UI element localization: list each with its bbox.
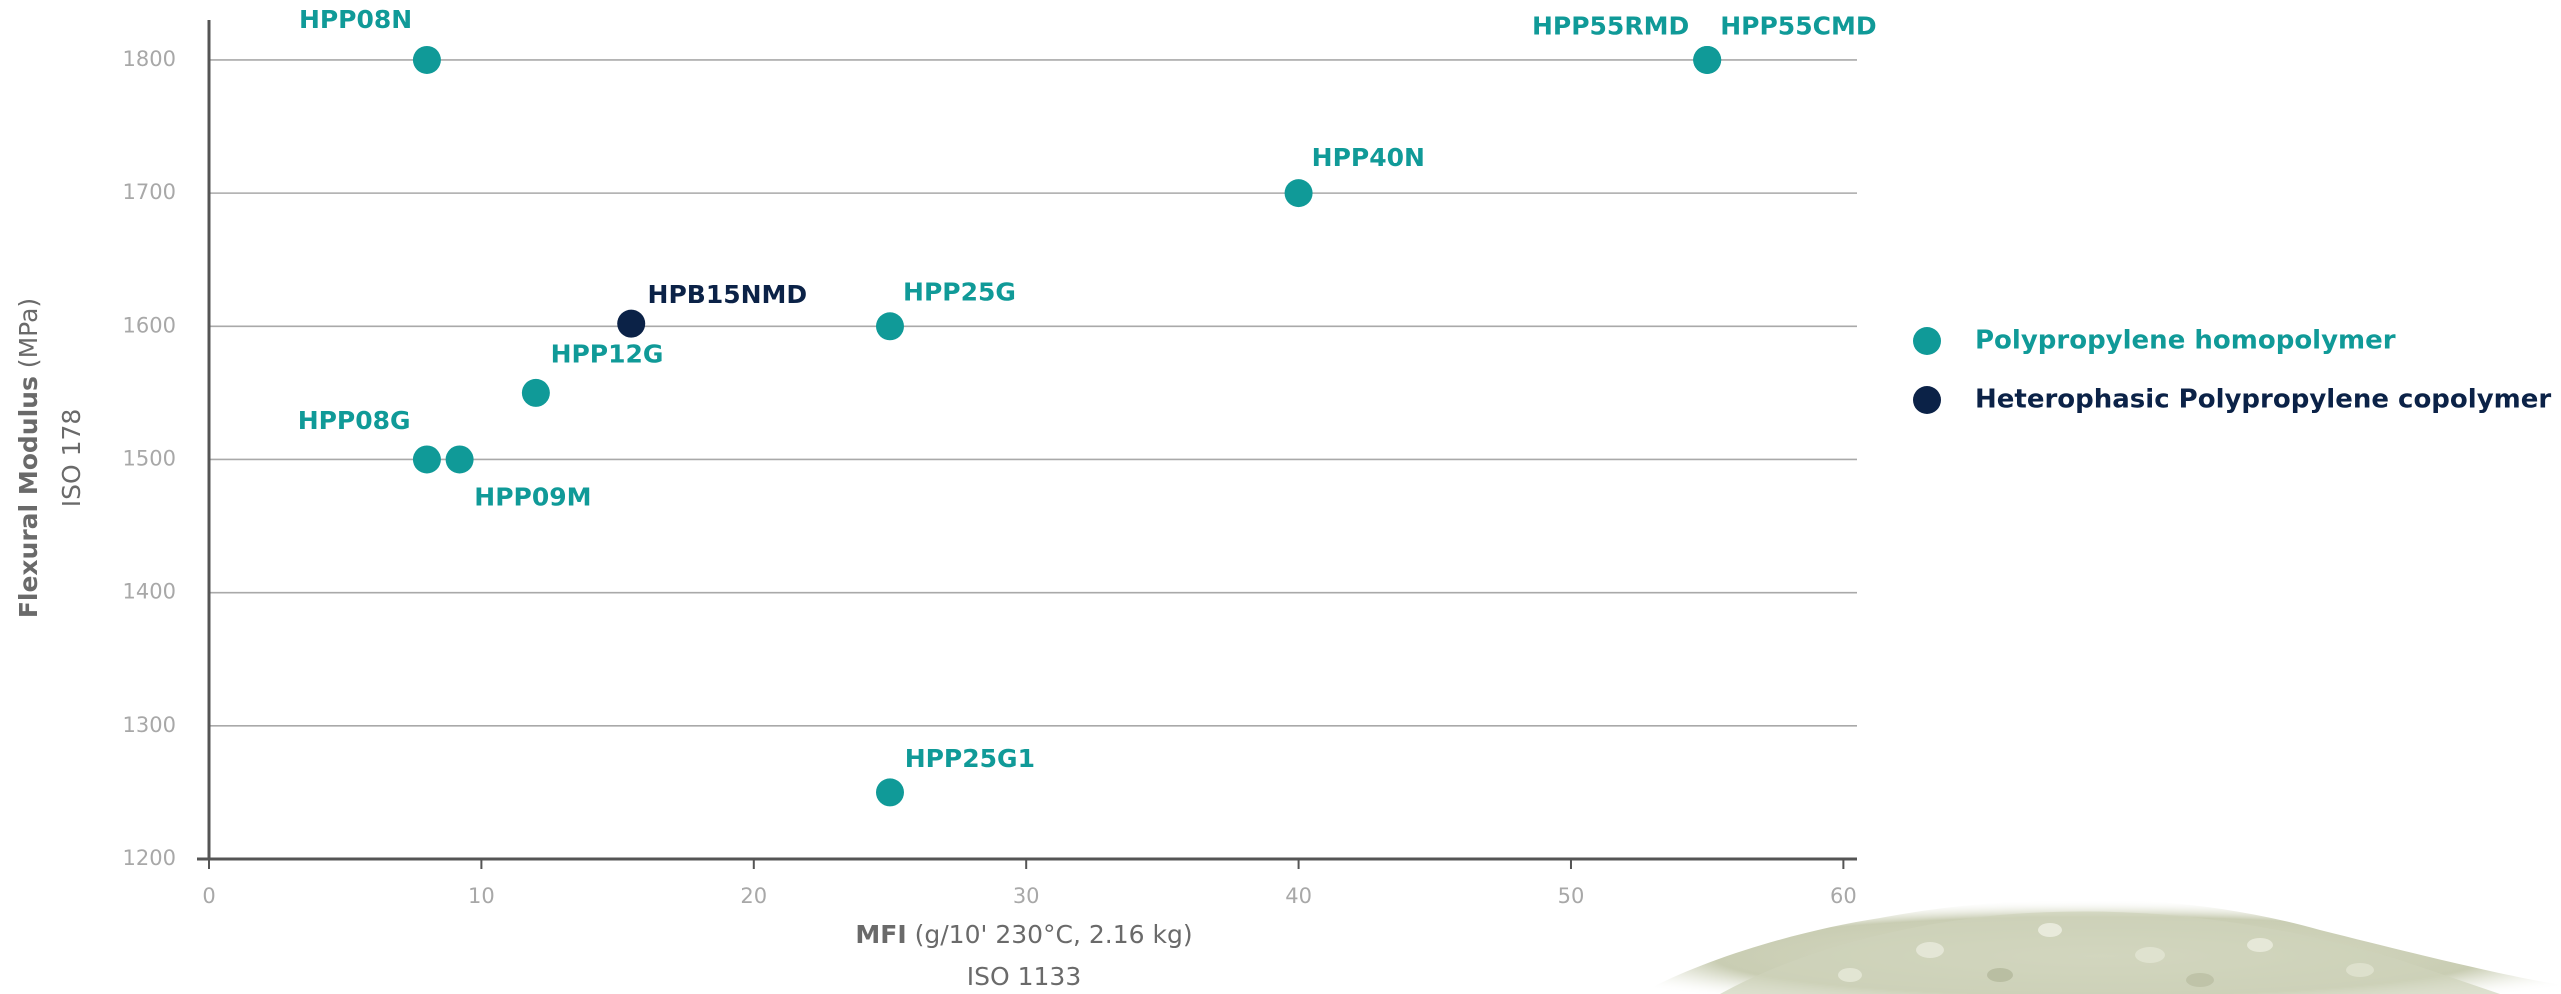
legend-marker: [1913, 327, 1941, 355]
data-point: [445, 445, 474, 474]
x-tick-label: 50: [1558, 884, 1585, 908]
point-label: HPP08G: [298, 406, 411, 435]
x-axis-unit: (g/10' 230°C, 2.16 kg): [915, 920, 1193, 949]
data-point: [617, 309, 646, 338]
legend-label: Heterophasic Polypropylene copolymer: [1975, 385, 2551, 415]
point-label: HPP25G1: [905, 744, 1035, 773]
point-label: HPB15NMD: [648, 280, 808, 309]
point-label: HPP09M: [474, 483, 591, 512]
data-point: [521, 378, 550, 407]
y-axis-unit: (MPa): [14, 298, 43, 368]
x-tick-label: 10: [468, 884, 495, 908]
point-label: HPP55CMD: [1720, 11, 1876, 40]
y-tick-label: 1300: [123, 713, 176, 737]
x-tick-label: 30: [1013, 884, 1040, 908]
x-axis-title: MFI (g/10' 230°C, 2.16 kg): [855, 920, 1192, 949]
data-point: [875, 778, 904, 807]
data-point: [412, 445, 441, 474]
y-tick-label: 1500: [123, 446, 176, 470]
pellets-image: [1640, 899, 2561, 994]
point-label: HPP55RMD: [1532, 11, 1689, 40]
data-point: [1284, 179, 1313, 208]
y-tick-label: 1600: [123, 313, 176, 337]
y-tick-label: 1700: [123, 180, 176, 204]
point-label: HPP12G: [551, 339, 664, 368]
x-tick-label: 60: [1830, 884, 1857, 908]
y-tick-label: 1200: [123, 846, 176, 870]
y-axis-name: Flexural Modulus: [14, 376, 43, 618]
y-tick-label: 1800: [123, 47, 176, 71]
x-tick-label: 20: [740, 884, 767, 908]
x-axis-standard: ISO 1133: [967, 962, 1082, 991]
data-point: [875, 312, 904, 341]
y-axis-standard: ISO 178: [57, 409, 86, 508]
legend-label: Polypropylene homopolymer: [1975, 326, 2396, 356]
point-label: HPP08N: [299, 5, 412, 34]
x-axis-name: MFI: [855, 920, 906, 949]
data-point: [1693, 45, 1722, 74]
y-tick-label: 1400: [123, 580, 176, 604]
data-point: [412, 45, 441, 74]
x-tick-label: 40: [1285, 884, 1312, 908]
y-axis-title: Flexural Modulus (MPa): [14, 298, 43, 618]
x-tick-label: 0: [202, 884, 215, 908]
legend-marker: [1913, 386, 1941, 414]
point-label: HPP40N: [1312, 143, 1425, 172]
plot-area: 1200 1300 1400 1500 1600 1700 1800 0 10 20 30 40 50 6…: [123, 5, 1877, 908]
point-label: HPP25G: [903, 278, 1016, 307]
